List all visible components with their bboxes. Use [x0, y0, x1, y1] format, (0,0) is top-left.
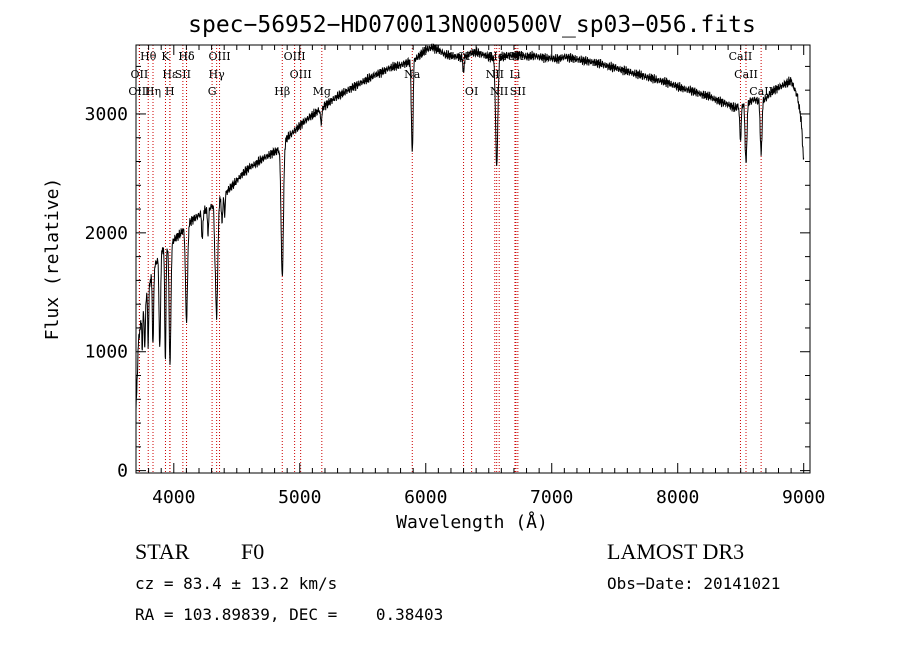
x-axis: 4000 5000 6000 7000 8000 9000 [135, 45, 825, 508]
line-marker-label: K [161, 50, 170, 63]
object-class: STAR [135, 539, 190, 564]
y-axis-label: Flux (relative) [42, 178, 63, 341]
y-tick-label: 0 [117, 461, 128, 482]
line-marker-label: OIII [128, 85, 150, 98]
redshift-line: cz = 83.4 ± 13.2 km/s [135, 574, 338, 593]
x-tick-label: 7000 [530, 487, 573, 508]
line-marker-label: Hβ [274, 85, 290, 98]
coordinates-line: RA = 103.89839, DEC = 0.38403 [135, 605, 444, 624]
y-axis: 0 1000 2000 3000 [85, 65, 810, 482]
line-marker-label: Hγ [209, 68, 226, 81]
line-marker-label: OII [131, 68, 149, 81]
line-marker-label: CaII [749, 85, 773, 98]
obs-date: Obs−Date: 20141021 [607, 574, 781, 593]
line-marker-label: H [165, 85, 175, 98]
line-marker-label: OI [465, 85, 478, 98]
line-marker-label: SII [510, 85, 526, 98]
line-marker-label: Hδ [178, 50, 195, 63]
x-tick-label: 5000 [278, 487, 321, 508]
chart-title: spec−56952−HD070013N000500V_sp03−056.fit… [188, 12, 756, 38]
plot-frame [135, 44, 811, 474]
spectrum-line [135, 43, 805, 410]
line-marker-label: Mg [313, 85, 331, 98]
x-tick-label: 8000 [656, 487, 699, 508]
line-marker-label: Hε [162, 68, 178, 81]
line-marker-label: G [208, 85, 217, 98]
x-axis-label: Wavelength (Å) [396, 511, 548, 533]
line-marker-label: CaII [729, 50, 753, 63]
line-marker-label: OIII [208, 50, 230, 63]
line-marker-label: CaII [734, 68, 758, 81]
line-marker-label: SII [175, 68, 191, 81]
line-marker-label: Hη [145, 85, 161, 98]
x-tick-label: 6000 [404, 487, 447, 508]
line-marker-label: OIII [290, 68, 312, 81]
subclass: F0 [241, 539, 265, 564]
y-tick-label: 2000 [85, 223, 128, 244]
x-tick-label: 4000 [152, 487, 195, 508]
line-marker-label: Na [404, 68, 421, 81]
survey-name: LAMOST DR3 [607, 539, 745, 564]
line-marker-label: NII [490, 85, 508, 98]
y-tick-label: 1000 [85, 342, 128, 363]
y-tick-label: 3000 [85, 104, 128, 125]
line-marker-label: Li [510, 68, 521, 81]
x-tick-label: 9000 [782, 487, 825, 508]
line-marker-label: Hδ [178, 50, 195, 63]
line-marker-label: Hθ [140, 50, 157, 63]
line-marker-label: OIII [284, 50, 306, 63]
